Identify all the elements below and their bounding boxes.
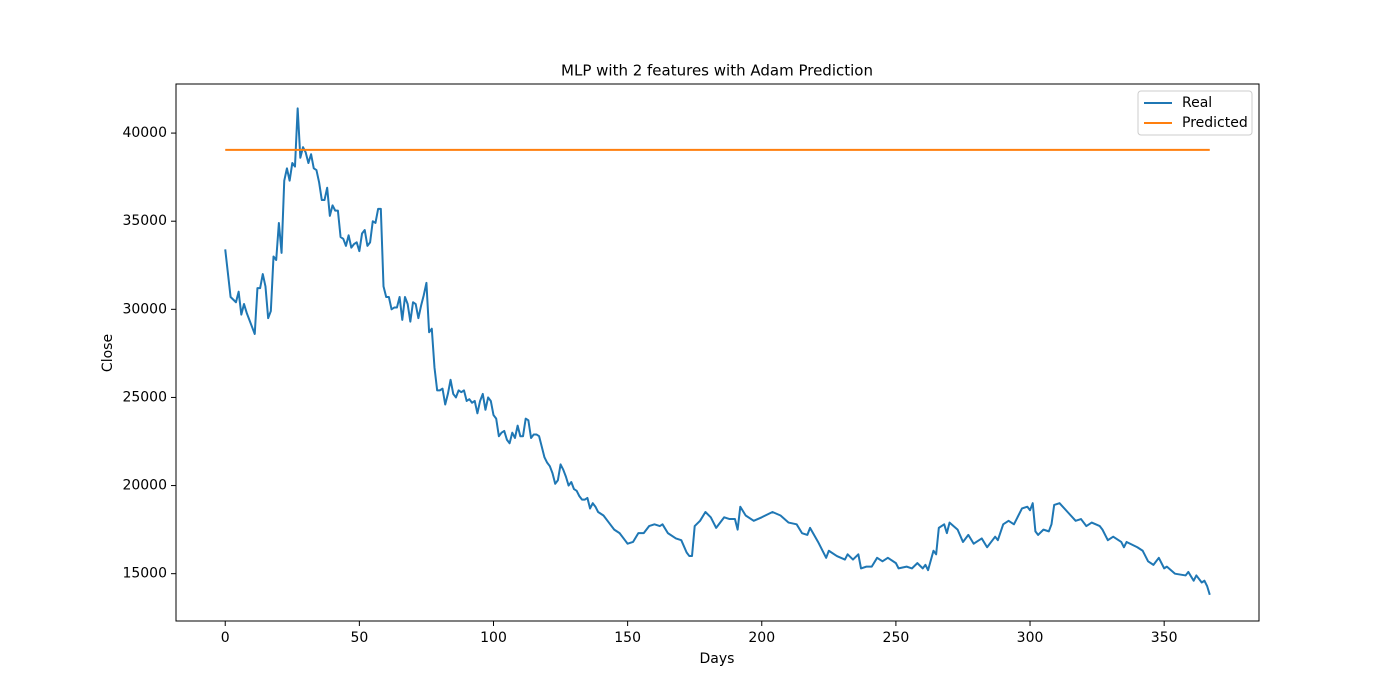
x-tick-label: 250 bbox=[883, 630, 910, 646]
legend-label: Real bbox=[1182, 95, 1212, 111]
x-axis-label: Days bbox=[700, 651, 735, 667]
y-tick-label: 15000 bbox=[122, 566, 167, 582]
y-tick-label: 30000 bbox=[122, 301, 167, 317]
x-tick-label: 150 bbox=[614, 630, 641, 646]
chart-title: MLP with 2 features with Adam Prediction bbox=[561, 62, 873, 80]
x-tick-label: 0 bbox=[221, 630, 230, 646]
x-tick-label: 300 bbox=[1017, 630, 1044, 646]
y-tick-label: 20000 bbox=[122, 478, 167, 494]
series-line bbox=[224, 107, 1211, 596]
x-tick-label: 350 bbox=[1151, 630, 1178, 646]
legend-label: Predicted bbox=[1182, 115, 1248, 131]
y-tick-label: 25000 bbox=[122, 389, 167, 405]
plot-frame bbox=[175, 83, 1260, 622]
x-tick-label: 50 bbox=[350, 630, 368, 646]
y-tick-label: 40000 bbox=[122, 125, 167, 141]
x-tick-label: 100 bbox=[480, 630, 507, 646]
y-axis-label: Close bbox=[100, 334, 116, 372]
y-tick-label: 35000 bbox=[122, 213, 167, 229]
x-tick-label: 200 bbox=[748, 630, 775, 646]
